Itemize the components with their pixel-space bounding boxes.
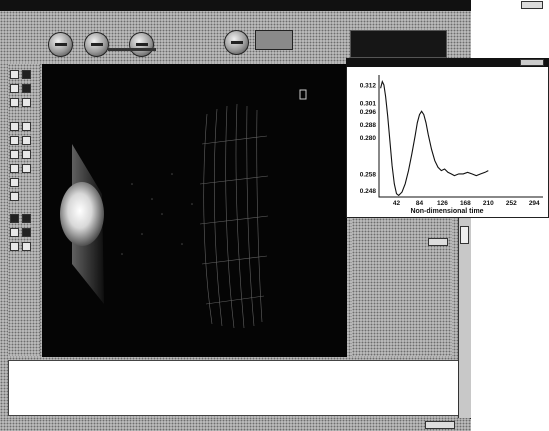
y-tick-label: 0.280: [360, 135, 377, 142]
plot-x-ticks: 42 84 126 168 210 252 294: [393, 200, 540, 207]
axis-marker: [299, 89, 307, 100]
x-tick-label: 210: [483, 200, 494, 207]
tool-icon[interactable]: [10, 98, 19, 107]
x-tick-label: 126: [437, 200, 448, 207]
status-indicator: [425, 421, 455, 429]
x-tick-label: 42: [393, 200, 401, 207]
y-tick-label: 0.301: [360, 101, 377, 108]
knob-icon-4[interactable]: [224, 30, 249, 55]
y-tick-label: 0.258: [360, 171, 377, 178]
tool-icon[interactable]: [22, 214, 31, 223]
tool-icon[interactable]: [10, 178, 19, 187]
knob-icon-2[interactable]: [84, 32, 109, 57]
tool-icon[interactable]: [10, 192, 19, 201]
axis-lines: [378, 75, 543, 198]
viewport-render: [60, 89, 307, 329]
window-controls[interactable]: [521, 1, 543, 9]
scrollbar[interactable]: [458, 218, 471, 418]
particle-trail: [121, 173, 193, 255]
y-tick-label: 0.288: [360, 122, 377, 129]
y-tick-label: 0.312: [360, 82, 377, 89]
status-bar: [0, 419, 471, 431]
y-tick-label: 0.248: [360, 188, 377, 195]
zoom-button[interactable]: [255, 30, 293, 50]
title-bar: [0, 0, 471, 11]
tool-icon[interactable]: [22, 98, 31, 107]
tool-icon[interactable]: [10, 136, 19, 145]
tool-icon[interactable]: [22, 242, 31, 251]
toolbar-slider[interactable]: [108, 48, 156, 51]
bright-blob: [60, 182, 104, 246]
x-tick-label: 294: [529, 200, 540, 207]
tool-icon[interactable]: [22, 164, 31, 173]
tool-icon[interactable]: [10, 228, 19, 237]
info-value-box[interactable]: [428, 238, 448, 246]
tool-icon[interactable]: [10, 242, 19, 251]
tool-icon[interactable]: [22, 150, 31, 159]
wireframe-mesh: [199, 103, 269, 329]
plot-window-controls[interactable]: [520, 59, 544, 66]
x-tick-label: 252: [506, 200, 517, 207]
x-tick-label: 168: [460, 200, 471, 207]
tool-palette: [8, 64, 40, 356]
scrollbar-thumb[interactable]: [460, 226, 469, 244]
tool-icon[interactable]: [22, 70, 31, 79]
message-console[interactable]: [8, 360, 460, 416]
knob-icon-1[interactable]: [48, 32, 73, 57]
menu-bar: [0, 11, 471, 23]
plot-axes: [378, 75, 543, 198]
plot-title-bar: [346, 58, 549, 67]
series-line: [380, 80, 489, 197]
tool-icon[interactable]: [10, 84, 19, 93]
3d-viewport[interactable]: [42, 64, 347, 357]
tool-icon[interactable]: [10, 70, 19, 79]
tool-icon[interactable]: [10, 164, 19, 173]
x-tick-label: 84: [416, 200, 424, 207]
tool-icon[interactable]: [22, 136, 31, 145]
logo: [350, 30, 447, 58]
tool-icon[interactable]: [10, 150, 19, 159]
y-tick-label: 0.296: [360, 109, 377, 116]
tool-icon[interactable]: [22, 122, 31, 131]
tool-icon[interactable]: [10, 214, 19, 223]
tool-icon[interactable]: [22, 84, 31, 93]
x-axis-label: Non-dimensional time: [410, 208, 483, 215]
tool-icon[interactable]: [10, 122, 19, 131]
knob-icon-3[interactable]: [129, 32, 154, 57]
tool-icon[interactable]: [22, 228, 31, 237]
